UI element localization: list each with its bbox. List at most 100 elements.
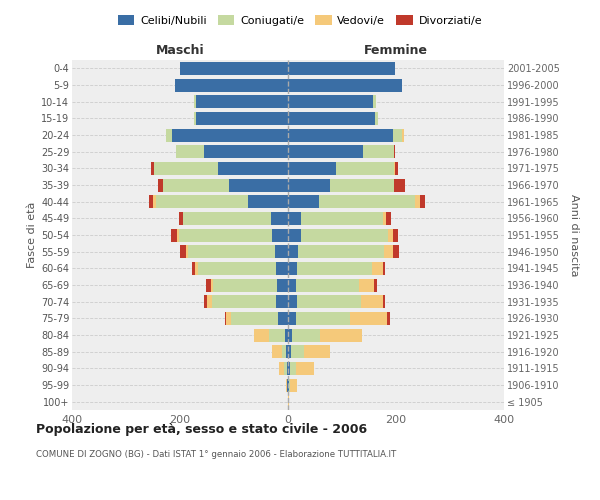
Bar xyxy=(301,212,383,225)
Bar xyxy=(275,245,288,258)
Bar xyxy=(394,178,404,192)
Bar xyxy=(198,262,276,275)
Bar xyxy=(183,212,271,225)
Bar xyxy=(288,95,373,108)
Bar xyxy=(229,178,288,192)
Bar xyxy=(388,312,390,325)
Bar xyxy=(272,228,288,241)
Bar xyxy=(288,145,362,158)
Bar xyxy=(211,278,214,291)
Bar xyxy=(176,145,204,158)
Bar xyxy=(288,312,296,325)
Text: Maschi: Maschi xyxy=(155,44,205,57)
Text: Popolazione per età, sesso e stato civile - 2006: Popolazione per età, sesso e stato civil… xyxy=(36,422,367,436)
Bar xyxy=(394,162,395,175)
Bar xyxy=(254,328,269,342)
Bar xyxy=(271,212,288,225)
Text: Femmine: Femmine xyxy=(364,44,428,57)
Bar xyxy=(376,112,378,125)
Bar xyxy=(149,195,153,208)
Bar xyxy=(180,245,187,258)
Bar xyxy=(193,262,195,275)
Bar xyxy=(383,212,386,225)
Bar xyxy=(403,128,404,141)
Y-axis label: Fasce di età: Fasce di età xyxy=(26,202,37,268)
Bar xyxy=(154,162,218,175)
Bar xyxy=(279,362,284,375)
Y-axis label: Anni di nascita: Anni di nascita xyxy=(569,194,579,276)
Bar xyxy=(415,195,420,208)
Bar xyxy=(226,312,231,325)
Bar xyxy=(281,345,286,358)
Bar xyxy=(320,328,362,342)
Bar xyxy=(288,262,297,275)
Bar xyxy=(350,312,388,325)
Bar xyxy=(301,228,388,241)
Bar xyxy=(178,228,179,241)
Bar xyxy=(386,212,391,225)
Bar xyxy=(296,312,350,325)
Bar xyxy=(153,195,156,208)
Bar xyxy=(288,212,301,225)
Bar xyxy=(196,95,288,108)
Bar xyxy=(330,178,394,192)
Bar xyxy=(194,112,196,125)
Bar xyxy=(319,195,415,208)
Bar xyxy=(212,295,276,308)
Bar xyxy=(276,262,288,275)
Bar xyxy=(393,228,398,241)
Bar xyxy=(288,195,319,208)
Bar xyxy=(388,228,393,241)
Bar xyxy=(383,262,385,275)
Bar xyxy=(277,278,288,291)
Bar xyxy=(163,178,229,192)
Bar xyxy=(288,228,301,241)
Bar xyxy=(172,128,288,141)
Bar xyxy=(304,345,329,358)
Legend: Celibi/Nubili, Coniugati/e, Vedovi/e, Divorziati/e: Celibi/Nubili, Coniugati/e, Vedovi/e, Di… xyxy=(113,10,487,30)
Bar xyxy=(269,328,286,342)
Bar xyxy=(374,278,377,291)
Bar xyxy=(288,128,394,141)
Bar xyxy=(151,162,154,175)
Bar xyxy=(288,345,290,358)
Bar xyxy=(156,195,248,208)
Bar xyxy=(335,162,394,175)
Bar xyxy=(286,378,287,392)
Bar xyxy=(179,228,272,241)
Bar xyxy=(288,278,296,291)
Bar xyxy=(272,345,281,358)
Bar xyxy=(288,245,298,258)
Bar xyxy=(393,245,399,258)
Bar xyxy=(290,345,304,358)
Bar xyxy=(288,78,403,92)
Bar xyxy=(231,312,278,325)
Bar xyxy=(214,278,277,291)
Bar xyxy=(394,128,403,141)
Bar xyxy=(171,228,178,241)
Bar xyxy=(298,245,383,258)
Bar xyxy=(420,195,425,208)
Bar xyxy=(218,162,288,175)
Bar xyxy=(225,312,226,325)
Bar xyxy=(288,112,376,125)
Bar xyxy=(288,62,395,75)
Bar xyxy=(195,262,198,275)
Bar xyxy=(158,178,163,192)
Bar xyxy=(287,362,288,375)
Bar xyxy=(206,278,211,291)
Bar xyxy=(196,112,288,125)
Bar xyxy=(372,262,383,275)
Bar xyxy=(383,245,393,258)
Bar xyxy=(296,362,314,375)
Bar xyxy=(288,295,297,308)
Bar xyxy=(296,278,359,291)
Bar xyxy=(194,95,196,108)
Bar xyxy=(166,128,172,141)
Bar xyxy=(179,212,183,225)
Bar xyxy=(288,328,292,342)
Bar xyxy=(284,362,287,375)
Bar xyxy=(297,295,361,308)
Bar xyxy=(278,312,288,325)
Bar xyxy=(290,378,296,392)
